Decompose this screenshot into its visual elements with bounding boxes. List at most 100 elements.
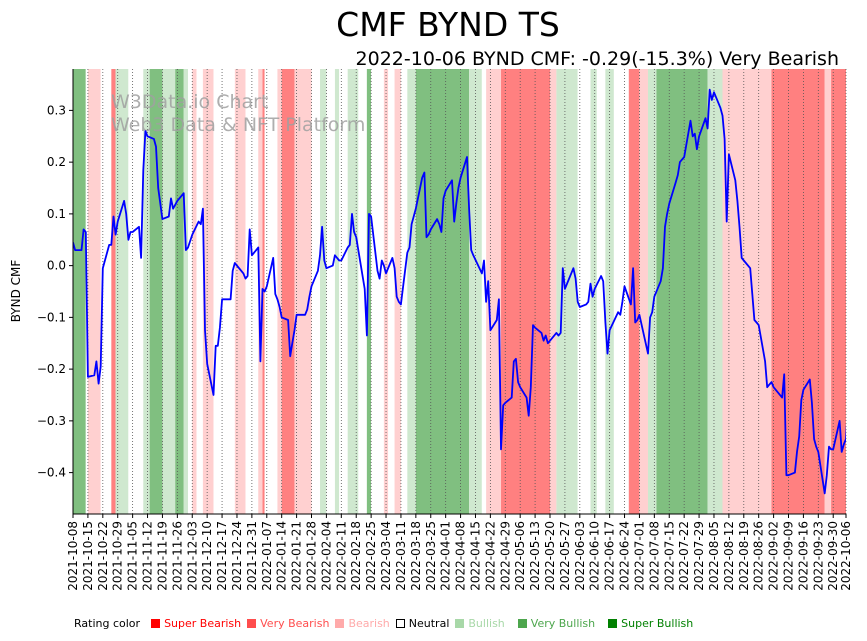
x-tick-label: 2022-04-15 — [468, 521, 482, 591]
watermark-line-2: Web3 Data & NFT Platform — [111, 114, 365, 136]
x-tick-label: 2022-02-04 — [319, 521, 333, 591]
rating-band-bearish — [234, 69, 246, 514]
x-tick-label: 2022-05-06 — [513, 521, 527, 591]
y-tick-label: −0.2 — [37, 362, 66, 376]
legend-label: Very Bullish — [530, 617, 596, 630]
y-tick-label: −0.3 — [37, 414, 66, 428]
x-tick-label: 2021-12-10 — [200, 521, 214, 591]
rating-band-neutral — [311, 69, 321, 514]
rating-band-neutral — [196, 69, 203, 514]
legend-swatch — [151, 619, 161, 628]
y-ticks: 0.3 0.2 0.1 0.0 −0.1 −0.2 −0.3 −0.4 — [37, 103, 73, 480]
rating-band-bullish — [320, 69, 327, 514]
rating-band-neutral — [481, 69, 487, 514]
rating-band-neutral — [596, 69, 606, 514]
y-tick-label: 0.2 — [47, 155, 66, 169]
x-tick-label: 2022-06-10 — [588, 521, 602, 591]
legend-item-very-bearish: Very Bearish — [247, 617, 329, 630]
legend-item-super-bullish: Super Bullish — [608, 617, 693, 630]
rating-band-bearish — [277, 69, 282, 514]
rating-band-neutral — [388, 69, 395, 514]
watermark: W3Data.io Chart Web3 Data & NFT Platform — [111, 91, 365, 136]
x-tick-label: 2022-04-22 — [483, 521, 497, 591]
x-tick-label: 2022-06-17 — [603, 521, 617, 591]
rating-band-very-bullish — [149, 69, 163, 514]
x-ticks: 2021-10-08 2021-10-15 2021-10-22 2021-10-29… — [66, 514, 853, 591]
x-tick-label: 2022-02-11 — [334, 521, 348, 591]
x-tick-label: 2022-03-25 — [424, 521, 438, 591]
x-tick-label: 2021-12-03 — [185, 521, 199, 591]
rating-band-very-bullish — [73, 69, 86, 514]
legend-swatch — [335, 619, 345, 628]
rating-legend: Rating color Super Bearish Very Bearish … — [74, 617, 699, 630]
axes — [72, 69, 846, 515]
x-tick-label: 2022-08-26 — [752, 521, 766, 591]
x-tick-label: 2022-02-25 — [364, 521, 378, 591]
x-tick-label: 2022-02-18 — [349, 521, 363, 591]
rating-band-very-bearish — [111, 69, 116, 514]
legend-item-bullish: Bullish — [455, 617, 505, 630]
x-tick-label: 2022-01-14 — [275, 521, 289, 591]
legend-label: Bearish — [348, 617, 390, 630]
legend-title: Rating color — [74, 617, 141, 630]
rating-band-very-bearish — [831, 69, 846, 514]
legend-item-neutral: Neutral — [395, 617, 449, 630]
x-tick-label: 2022-05-27 — [558, 521, 572, 591]
rating-band-neutral — [339, 69, 348, 514]
x-tick-label: 2022-01-07 — [260, 521, 274, 591]
x-tick-label: 2022-05-13 — [528, 521, 542, 591]
rating-band-neutral — [264, 69, 278, 514]
x-tick-label: 2022-09-23 — [811, 521, 825, 591]
y-tick-label: 0.0 — [47, 259, 66, 273]
rating-band-bullish — [143, 69, 150, 514]
series-layer — [73, 88, 846, 495]
rating-band-bearish — [294, 69, 312, 514]
rating-band-bullish — [115, 69, 129, 514]
rating-band-bearish — [192, 69, 197, 514]
rating-band-neutral — [128, 69, 144, 514]
x-tick-label: 2022-03-18 — [409, 521, 423, 591]
rating-band-bullish — [334, 69, 340, 514]
x-tick-label: 2022-09-09 — [782, 521, 796, 591]
x-tick-label: 2021-11-05 — [126, 521, 140, 591]
rating-band-bearish — [486, 69, 502, 514]
legend-swatch — [247, 619, 257, 628]
rating-band-bearish — [824, 69, 832, 514]
x-tick-label: 2021-12-17 — [215, 521, 229, 591]
x-gridlines — [72, 69, 847, 514]
x-tick-label: 2022-06-03 — [573, 521, 587, 591]
x-tick-label: 2021-11-26 — [170, 521, 184, 591]
legend-label: Super Bearish — [164, 617, 242, 630]
rating-band-very-bearish — [281, 69, 295, 514]
x-tick-label: 2022-06-24 — [618, 521, 632, 591]
x-tick-label: 2022-07-01 — [632, 521, 646, 591]
x-tick-label: 2021-12-31 — [245, 521, 259, 591]
x-tick-label: 2022-04-08 — [454, 521, 468, 591]
x-tick-label: 2022-09-02 — [767, 521, 781, 591]
x-tick-label: 2021-10-29 — [111, 521, 125, 591]
rating-band-bearish — [394, 69, 401, 514]
x-tick-label: 2022-07-08 — [647, 521, 661, 591]
legend-item-bearish: Bearish — [335, 617, 390, 630]
rating-band-bullish — [407, 69, 416, 514]
legend-item-super-bearish: Super Bearish — [151, 617, 241, 630]
legend-label: Super Bullish — [621, 617, 694, 630]
rating-band-bullish — [183, 69, 188, 514]
legend-label: Very Bearish — [260, 617, 330, 630]
x-tick-label: 2022-01-28 — [305, 521, 319, 591]
legend-swatch — [455, 619, 465, 628]
rating-band-very-bullish — [175, 69, 184, 514]
y-tick-label: 0.3 — [47, 103, 66, 117]
rating-band-bearish — [550, 69, 557, 514]
rating-band-bearish — [258, 69, 263, 514]
rating-band-bearish — [87, 69, 101, 514]
legend-label: Bullish — [468, 617, 505, 630]
x-tick-label: 2022-01-21 — [290, 521, 304, 591]
legend-swatch — [517, 619, 527, 628]
rating-band-bullish — [707, 69, 723, 514]
rating-bands — [73, 69, 846, 514]
rating-band-neutral — [400, 69, 408, 514]
x-tick-label: 2022-03-04 — [379, 521, 393, 591]
series-line-cmf — [73, 88, 846, 495]
rating-band-bullish — [647, 69, 657, 514]
